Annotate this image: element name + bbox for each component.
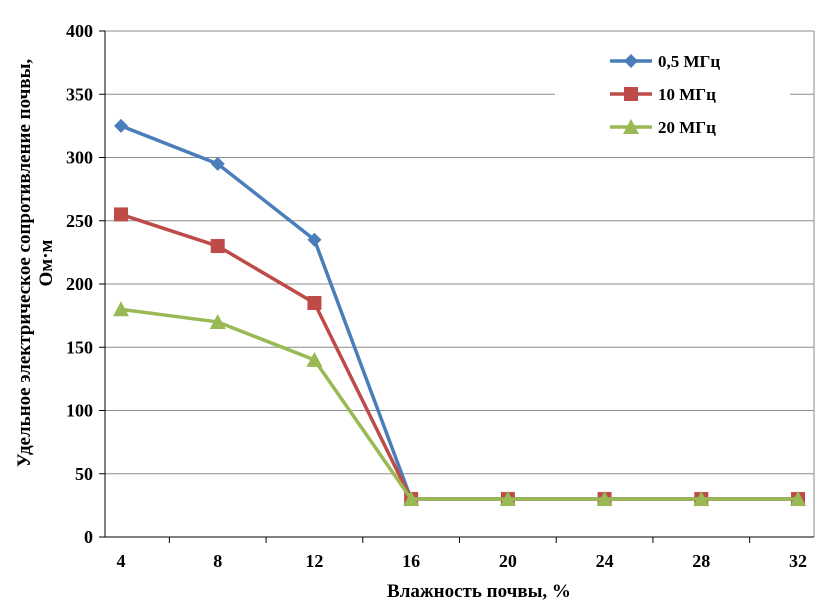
data-point-s2-6 (693, 491, 710, 507)
series-line-0 (120, 124, 798, 501)
data-point-s1-1 (210, 239, 225, 254)
x-tick-label-4: 4 (117, 551, 126, 571)
x-tick-label-24: 24 (596, 551, 614, 571)
series-0 (114, 118, 805, 507)
x-tick-label-32: 32 (789, 551, 807, 571)
y-tick-label-0: 0 (84, 527, 93, 547)
gridlines (105, 30, 815, 537)
y-tick-label-350: 350 (66, 84, 93, 104)
y-tick-label-50: 50 (75, 464, 93, 484)
y-tick-label-150: 150 (66, 337, 93, 357)
x-tick-label-12: 12 (305, 551, 323, 571)
data-point-s0-2 (307, 232, 322, 247)
x-axis-title: Влажность почвы, % (387, 581, 571, 602)
data-point-s2-4 (499, 491, 516, 507)
legend: 0,5 МГц 10 МГц 20 МГц (555, 40, 790, 148)
legend-marker-2 (623, 119, 639, 134)
series-line-2 (120, 307, 798, 501)
data-point-s2-2 (306, 351, 323, 367)
legend-marker-1 (624, 87, 638, 101)
x-tick-label-16: 16 (402, 551, 420, 571)
legend-marker-0 (624, 54, 638, 68)
y-axis-title-line2: Ом·м (36, 239, 57, 286)
y-tick-label-100: 100 (66, 401, 93, 421)
y-tick-label-200: 200 (66, 274, 93, 294)
x-tick-labels: 4 8 12 16 20 24 28 32 (117, 551, 808, 571)
legend-label-0: 0,5 МГц (658, 52, 720, 71)
x-tick-label-20: 20 (499, 551, 517, 571)
x-tick-label-8: 8 (213, 551, 222, 571)
series-2 (113, 301, 806, 507)
data-point-s2-5 (596, 491, 613, 507)
data-point-s0-0 (114, 118, 128, 133)
x-tick-label-28: 28 (692, 551, 710, 571)
data-point-s2-1 (209, 313, 226, 329)
axes (99, 30, 814, 543)
series-group (113, 118, 806, 507)
series-1 (114, 207, 805, 507)
y-axis-title-line1: Удельное электрическое сопротивление поч… (14, 59, 35, 468)
y-tick-label-400: 400 (66, 21, 93, 41)
y-tick-labels: 0 50 100 150 200 250 300 350 400 (66, 21, 93, 547)
data-point-s2-3 (403, 491, 420, 507)
legend-background (555, 40, 790, 148)
legend-label-1: 10 МГц (658, 85, 716, 104)
data-point-s1-0 (114, 207, 128, 222)
y-tick-label-250: 250 (66, 211, 93, 231)
data-point-s0-1 (210, 156, 225, 171)
y-tick-label-300: 300 (66, 148, 93, 168)
legend-label-2: 20 МГц (658, 118, 716, 137)
data-point-s2-0 (113, 301, 129, 317)
series-line-1 (120, 212, 798, 501)
data-point-s2-7 (790, 491, 806, 507)
data-point-s1-2 (307, 295, 322, 310)
